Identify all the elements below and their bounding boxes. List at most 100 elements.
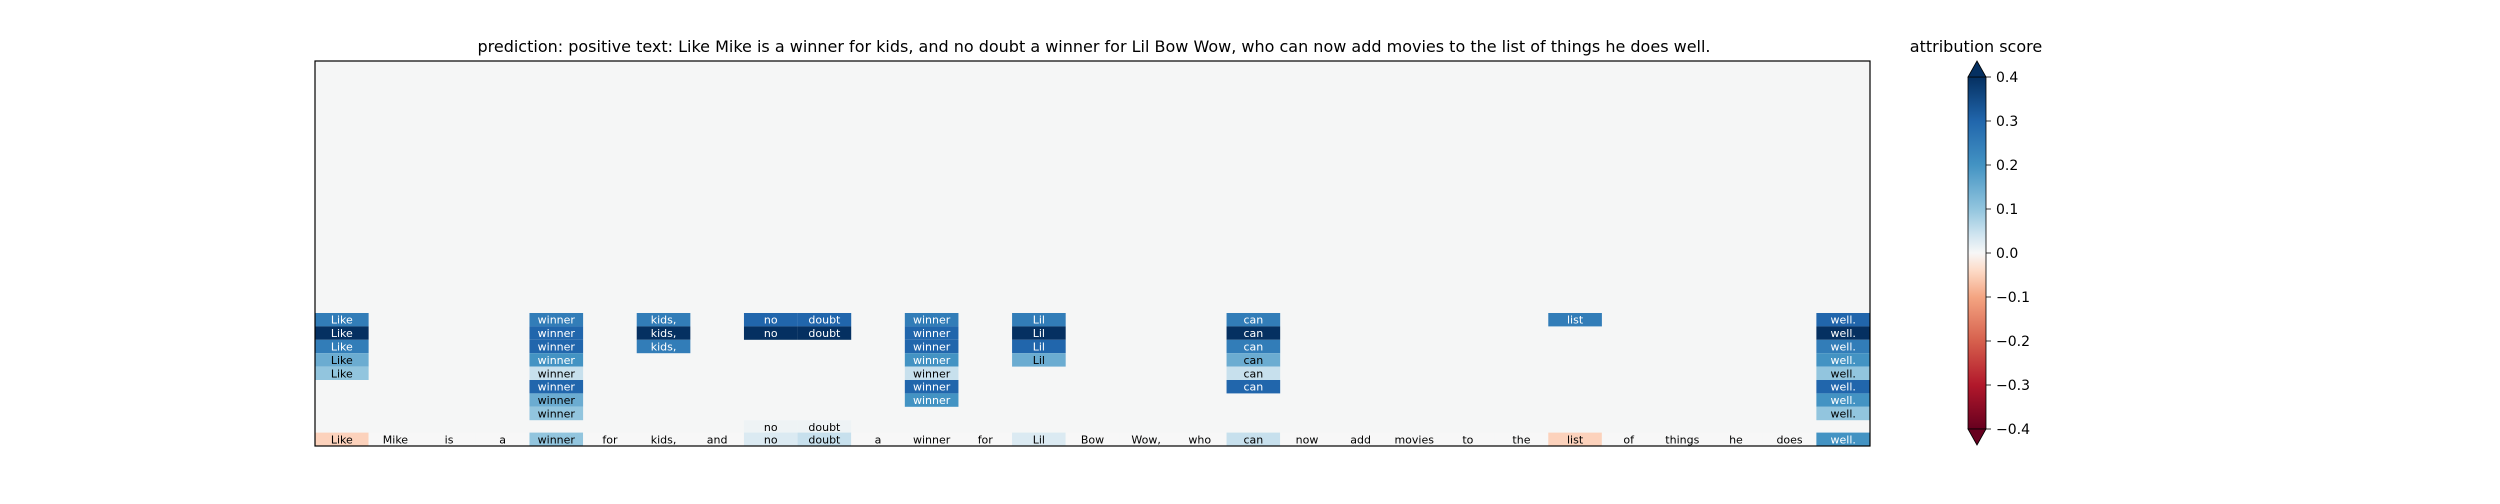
cell-token-label: well. [1831,327,1856,340]
token-label: add [1350,433,1371,446]
cell-token-label: well. [1831,354,1856,367]
cell-token-label: can [1243,354,1263,367]
cell-token-label: winner [913,327,951,340]
token-label: a [875,433,882,446]
cell-token-label: can [1243,327,1263,340]
cell-token-label: can [1243,341,1263,354]
token-label: doubt [808,433,841,446]
heat-cell [904,313,959,327]
token-label: can [1243,433,1263,446]
token-score-cell [1601,432,1656,446]
heat-cell [1012,339,1066,354]
token-label: Like [331,433,353,446]
token-score-cell [690,432,744,446]
cell-token-label: Like [331,327,353,340]
heat-cell [1012,326,1066,340]
token-score-cell [422,432,476,446]
cell-token-label: winner [538,381,576,394]
heat-cell [529,353,584,367]
cell-token-label: winner [913,354,951,367]
token-label: for [978,433,994,446]
colorbar-label: attribution score [1910,37,2042,56]
cell-token-label: doubt [808,327,841,340]
token-label: now [1296,433,1319,446]
heat-cell [636,339,691,354]
heat-cell [1226,366,1281,380]
cell-token-label: no [764,314,778,327]
heat-cell [315,339,369,354]
token-label: is [445,433,454,446]
heat-cell [1816,380,1870,394]
colorbar-tick-label: −0.4 [1996,422,2030,438]
cell-token-label: well. [1831,314,1856,327]
heat-cell [904,380,959,394]
token-score-cell [904,432,959,446]
cell-token-label: winner [538,354,576,367]
cell-token-label: winner [913,394,951,407]
heat-cell [636,326,691,340]
heat-cell [529,380,584,394]
heat-cell [1816,406,1870,421]
cell-token-label: well. [1831,367,1856,380]
cell-token-label: winner [538,394,576,407]
cell-token-label: winner [913,367,951,380]
token-score-cell [1494,432,1549,446]
cell-token-label: Lil [1033,327,1045,340]
token-score-cell [743,432,798,446]
token-label: well. [1831,433,1856,446]
token-label: Wow, [1131,433,1160,446]
cell-token-label: Like [331,341,353,354]
token-label: no [764,433,778,446]
token-score-cell [1172,432,1227,446]
heat-cell [529,366,584,380]
heat-cell [1226,339,1281,354]
colorbar-tick-label: 0.2 [1996,158,2018,174]
heat-cell [1816,326,1870,340]
cell-token-label: kids, [651,327,677,340]
cell-token-label: winner [538,341,576,354]
colorbar-tick-label: −0.1 [1996,290,2030,306]
token-score-cell [1226,432,1281,446]
token-score-cell [529,432,584,446]
token-score-cell [1816,432,1870,446]
token-score-cell [1280,432,1334,446]
cell-token-label: Lil [1033,314,1045,327]
token-label: and [707,433,728,446]
cell-token-label: Lil [1033,354,1045,367]
token-label: to [1462,433,1473,446]
chart-title: prediction: positive text: Like Mike is … [477,37,1710,56]
cell-token-label: kids, [651,314,677,327]
heat-cell [743,326,798,340]
token-score-cell [368,432,423,446]
heat-cell [1816,313,1870,327]
cell-token-label: winner [538,367,576,380]
heat-cell [797,420,852,434]
cell-token-label: kids, [651,341,677,354]
heat-cell [743,420,798,434]
cell-token-label: winner [538,327,576,340]
token-score-cell [851,432,905,446]
token-label: Mike [383,433,409,446]
heat-cell [315,353,369,367]
heat-cell [529,393,584,407]
cell-token-label: well. [1831,381,1856,394]
token-score-cell [1119,432,1173,446]
token-label: things [1665,433,1699,446]
heat-cell [1012,353,1066,367]
token-label: of [1623,433,1635,446]
colorbar-extend-min [1967,428,1987,446]
heat-cell [904,339,959,354]
heat-cell [904,353,959,367]
cell-token-label: can [1243,381,1263,394]
heat-cell [1226,313,1281,327]
heat-cell [743,313,798,327]
token-label: kids, [651,433,677,446]
token-label: Lil [1033,433,1045,446]
token-score-cell [1387,432,1442,446]
cell-token-label: can [1243,314,1263,327]
heat-cell [904,366,959,380]
colorbar: 0.4 0.3 0.2 0.1 0.0 −0.1 −0.2 −0.3 −0.4 [1967,60,2030,446]
cell-token-label: Like [331,354,353,367]
token-score-cell [475,432,530,446]
